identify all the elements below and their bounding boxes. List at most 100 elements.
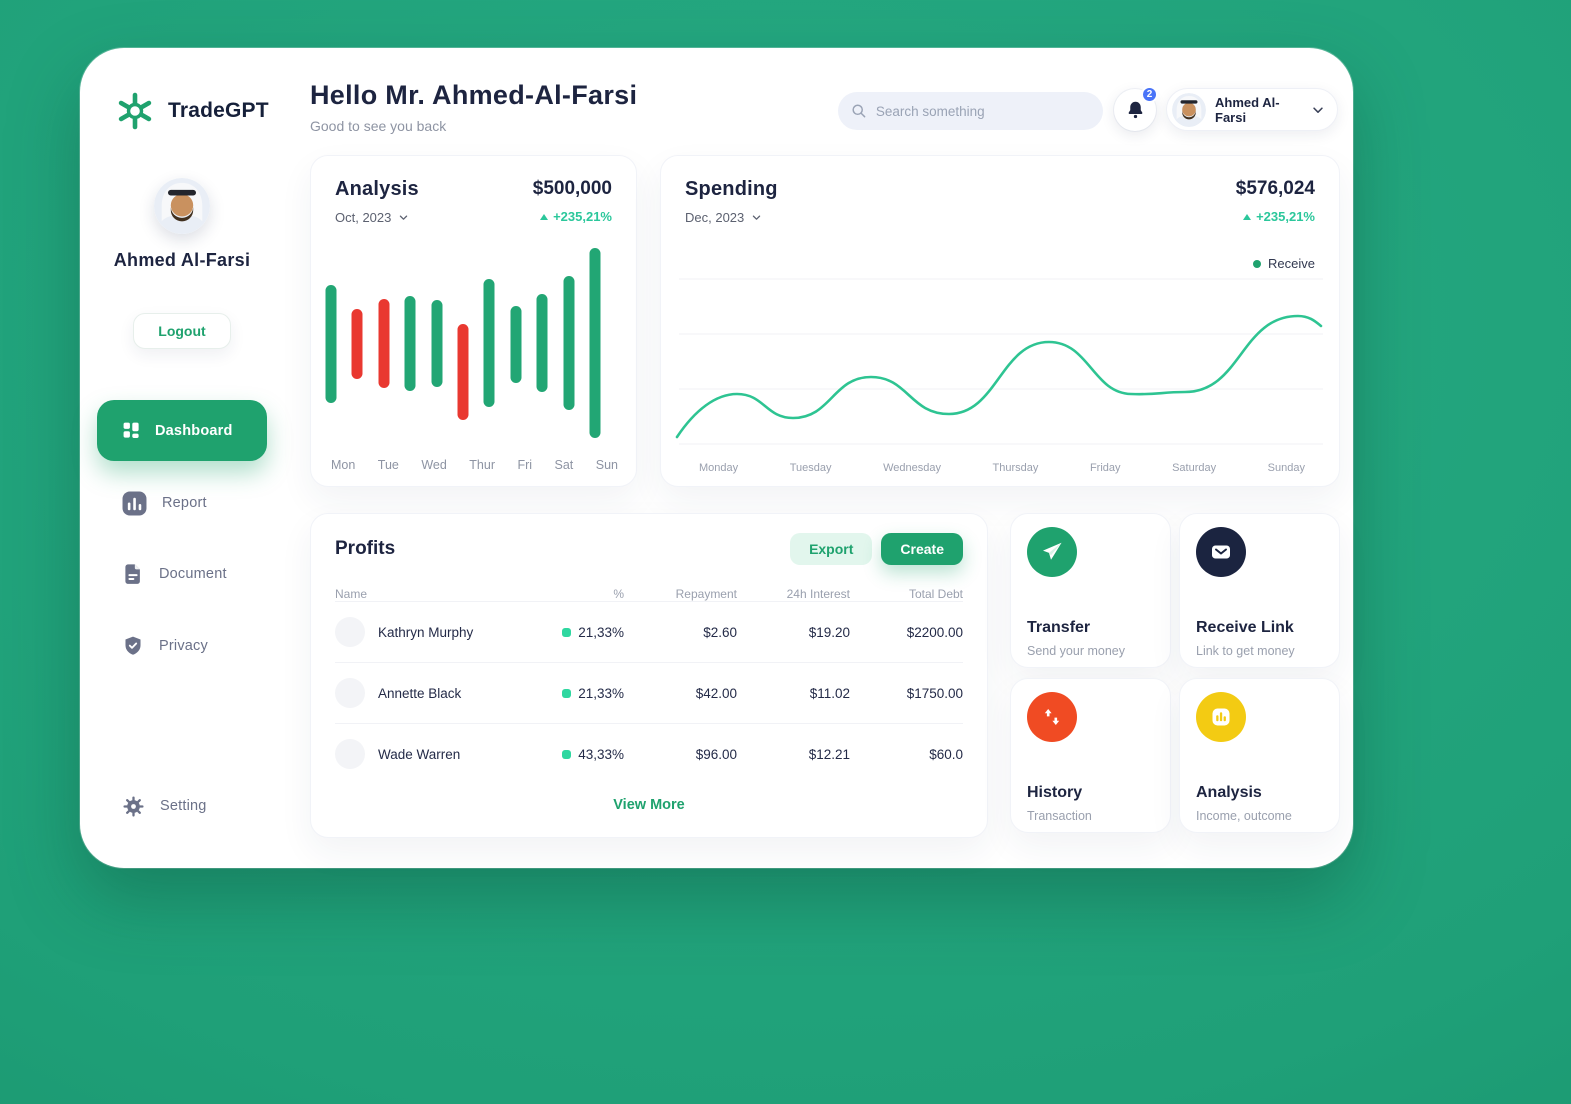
table-row[interactable]: Annette Black 21,33% $42.00 $11.02 $1750… <box>335 662 963 723</box>
sidebar-item-document[interactable]: Document <box>122 560 227 588</box>
search-icon <box>852 104 866 118</box>
user-name: Ahmed Al-Farsi <box>1215 94 1280 125</box>
analysis-period-value: Oct, 2023 <box>335 210 392 225</box>
day-label: Friday <box>1089 462 1121 474</box>
notification-badge: 2 <box>1141 86 1158 103</box>
create-button[interactable]: Create <box>881 533 963 565</box>
notifications-button[interactable]: 2 <box>1114 86 1158 131</box>
row-debt: $1750.00 <box>906 685 963 701</box>
spending-title: Spending <box>685 178 778 200</box>
sidebar-item-privacy[interactable]: Privacy <box>122 632 208 660</box>
shield-check-icon <box>125 636 141 655</box>
analysis-shortcut-card[interactable]: Analysis Income, outcome <box>1179 678 1340 833</box>
day-label: Sunday <box>1267 462 1305 474</box>
sidebar-item-dashboard[interactable]: Dashboard <box>97 400 267 461</box>
analysis-bar <box>563 276 575 410</box>
column-header-name: Name <box>335 587 368 601</box>
user-menu[interactable]: Ahmed Al-Farsi <box>1166 88 1338 131</box>
profits-title: Profits <box>335 538 396 559</box>
search-input[interactable] <box>875 103 1091 119</box>
row-interest: $19.20 <box>808 624 850 640</box>
action-subtitle: Income, outcome <box>1196 809 1292 823</box>
column-header-repayment: Repayment <box>675 587 737 601</box>
analysis-bar <box>325 285 337 403</box>
analysis-bar <box>378 299 390 388</box>
action-subtitle: Link to get money <box>1196 644 1295 658</box>
row-repayment: $2.60 <box>703 624 737 640</box>
spending-line-chart <box>675 278 1323 445</box>
day-label: Saturday <box>1172 462 1217 474</box>
transfer-card[interactable]: Transfer Send your money <box>1010 513 1171 668</box>
sidebar-item-label: Report <box>162 495 207 511</box>
avatar <box>1172 93 1206 127</box>
sidebar-item-label: Dashboard <box>155 422 233 439</box>
row-percent: 43,33% <box>578 746 624 762</box>
spending-period-value: Dec, 2023 <box>685 210 745 225</box>
row-debt: $60.0 <box>929 746 963 762</box>
chevron-down-icon <box>753 215 761 220</box>
row-name: Kathryn Murphy <box>378 624 474 640</box>
spending-period-select[interactable]: Dec, 2023 <box>685 210 778 225</box>
analysis-period-select[interactable]: Oct, 2023 <box>335 210 419 225</box>
analysis-bar <box>510 306 522 383</box>
chart-bars-icon <box>1212 708 1230 726</box>
view-more-link[interactable]: View More <box>613 797 685 813</box>
logout-button[interactable]: Logout <box>133 313 231 349</box>
column-header-percent: % <box>613 587 624 601</box>
table-row[interactable]: Wade Warren 43,33% $96.00 $12.21 $60.0 <box>335 723 963 784</box>
trend-up-icon <box>540 213 549 220</box>
analysis-change: +235,21% <box>533 209 612 224</box>
column-header-debt: Total Debt <box>908 587 963 601</box>
analysis-amount: $500,000 <box>532 178 612 199</box>
trend-up-icon <box>1243 213 1252 220</box>
day-label: Sat <box>554 458 574 472</box>
action-subtitle: Send your money <box>1027 644 1125 658</box>
sidebar-item-label: Privacy <box>159 638 208 654</box>
chevron-down-icon <box>1313 106 1323 113</box>
sidebar-item-setting[interactable]: Setting <box>122 792 207 820</box>
avatar <box>154 178 210 234</box>
profile-name: Ahmed Al-Farsi <box>113 250 251 270</box>
day-label: Monday <box>699 462 739 474</box>
analysis-bar <box>536 294 548 392</box>
profits-card: Profits Export Create Name % Repayment 2… <box>310 513 988 838</box>
sidebar-item-report[interactable]: Report <box>122 489 207 517</box>
action-title: Transfer <box>1027 619 1091 636</box>
spending-line-path <box>675 314 1323 439</box>
app-window: TradeGPT Hello Mr. Ahmed-Al-Farsi Good t… <box>80 48 1353 868</box>
day-label: Thursday <box>992 462 1039 474</box>
gear-icon <box>123 795 144 817</box>
action-subtitle: Transaction <box>1027 809 1092 823</box>
export-button[interactable]: Export <box>790 533 873 565</box>
analysis-bar <box>589 248 601 438</box>
table-row[interactable]: Kathryn Murphy 21,33% $2.60 $19.20 $2200… <box>335 601 963 662</box>
tradegpt-logo-icon <box>118 92 152 130</box>
percent-dot-icon <box>562 688 572 698</box>
profits-table-header: Name % Repayment 24h Interest Total Debt <box>335 587 963 601</box>
brand-name: TradeGPT <box>168 99 269 122</box>
page-subtitle: Good to see you back <box>310 118 447 134</box>
page-greeting: Hello Mr. Ahmed-Al-Farsi <box>310 80 638 110</box>
spending-day-labels: Monday Tuesday Wednesday Thursday Friday… <box>699 462 1305 474</box>
spending-card: Spending Dec, 2023 $576,024 +235,21% Rec… <box>660 155 1340 487</box>
percent-dot-icon <box>562 627 572 637</box>
row-repayment: $96.00 <box>695 746 737 762</box>
envelope-icon <box>1212 545 1230 559</box>
spending-change: +235,21% <box>1236 209 1315 224</box>
arrows-up-down-icon <box>1044 709 1060 725</box>
send-icon <box>1043 542 1062 560</box>
day-label: Sun <box>595 458 618 472</box>
receive-link-card[interactable]: Receive Link Link to get money <box>1179 513 1340 668</box>
row-avatar <box>335 739 365 769</box>
history-card[interactable]: History Transaction <box>1010 678 1171 833</box>
spending-legend: Receive <box>1253 256 1315 271</box>
day-label: Thur <box>469 458 495 472</box>
analysis-bar <box>483 279 495 407</box>
day-label: Wednesday <box>883 462 941 474</box>
search-bar[interactable] <box>838 92 1103 130</box>
day-label: Wed <box>421 458 447 472</box>
document-icon <box>125 564 140 584</box>
sidebar-item-label: Document <box>159 566 227 582</box>
bell-icon <box>1128 101 1142 119</box>
report-icon <box>122 491 147 515</box>
